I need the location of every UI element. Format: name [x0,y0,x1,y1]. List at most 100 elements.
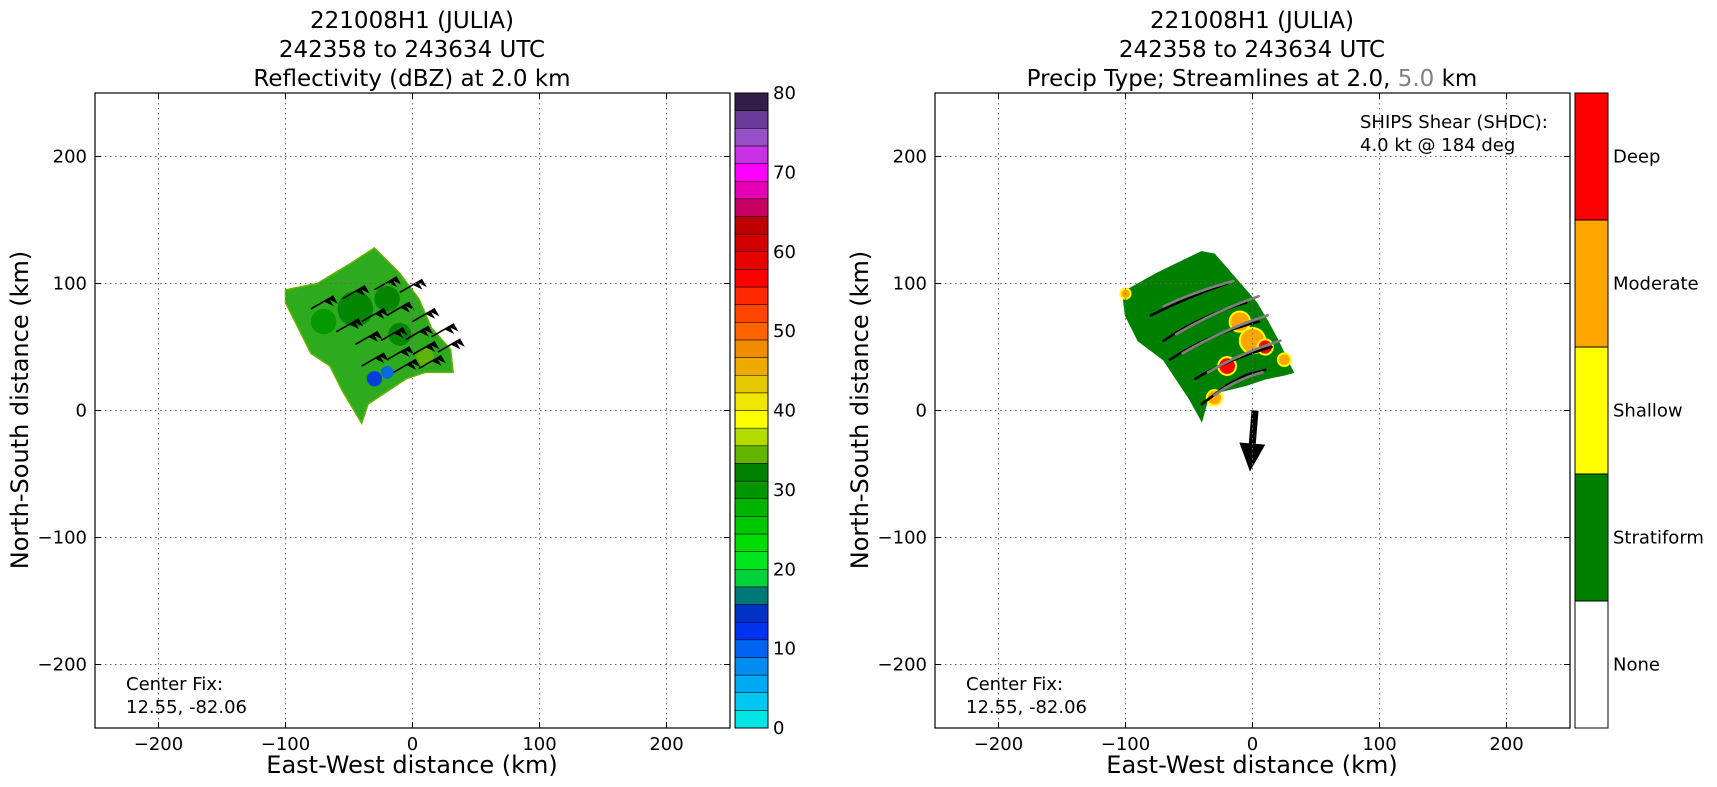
wind-barb [380,326,408,342]
y-tick-label: 0 [76,401,87,422]
colorbar-segment [734,198,769,217]
wind-barb-flag [423,326,434,335]
colorbar-segment [734,128,769,147]
colorbar-segment [1574,219,1609,348]
x-tick-label: −100 [1101,734,1150,755]
precip-grid [935,93,1570,728]
wind-barb [361,307,389,323]
wind-barb [335,318,364,333]
colorbar-category-label: Stratiform [1613,528,1704,549]
reflectivity-cell [374,286,400,312]
wind-barb-flag [387,279,398,288]
wind-barb [354,330,383,346]
wind-barb-flag [353,318,364,327]
colorbar-tick-label: 30 [773,480,796,501]
colorbar-segment [734,339,769,358]
colorbar-tick-label: 20 [773,559,796,580]
wind-barb-flag [419,328,429,337]
wind-barb-flag [417,279,427,288]
y-tick-label: −100 [878,528,927,549]
wind-barb-flag [323,298,334,307]
colorbar-segment [734,357,769,376]
colorbar-segment [734,710,769,729]
colorbar-tick-label: 50 [773,321,796,342]
wind-barb-flag [391,276,402,285]
wind-barb-flag [368,333,379,342]
precip-title-line-2: 242358 to 243634 UTC [1119,37,1385,63]
colorbar-segment [734,392,769,411]
colorbar-category-label: Moderate [1613,274,1699,295]
colorbar-segment [734,621,769,641]
ships-shear-line-1: SHIPS Shear (SHDC): [1360,112,1548,133]
colorbar-segment [734,516,769,535]
streamline-5km [1181,313,1270,355]
colorbar-frame [734,92,769,729]
precip-xlabel: East-West distance (km) [1106,751,1397,779]
colorbar-tick-label: 10 [773,639,796,660]
reflectivity-cell [366,371,383,387]
reflectivity-tick-labels: −200 −100 0 100 200 −200 −100 0 100 200 [38,147,684,756]
wind-barb-flag [359,285,370,294]
reflectivity-plot-frame [94,92,731,729]
colorbar-segment [734,692,769,711]
x-tick-label: 0 [1247,734,1258,755]
colorbar-segment [734,604,769,623]
reflectivity-xlabel: East-West distance (km) [266,751,557,779]
stratiform-region [1122,250,1295,423]
wind-barb-flag [400,304,410,313]
colorbar-segment [734,251,769,270]
precip-tick-labels: −200 −100 0 100 200 −200 −100 0 100 200 [878,147,1524,756]
wind-barb-staff [405,325,430,341]
precip-type-panel: 221008H1 (JULIA) 242358 to 243634 UTC Pr… [846,8,1704,779]
wind-barb-staff [412,340,436,356]
precip-type-colorbar: None Stratiform Shallow Moderate Deep [1574,92,1704,729]
colorbar-segment [734,586,769,605]
x-tick-label: −200 [134,734,183,755]
colorbar-tick-label: 60 [773,242,796,263]
wind-barb [418,354,446,370]
precip-center-fix-line-2: 12.55, -82.06 [966,697,1087,718]
colorbar-segment [734,145,769,164]
colorbar-segment [734,463,769,482]
streamline-5km [1206,339,1282,374]
colorbar-segment [734,657,769,676]
wind-barb-staff [386,346,411,361]
wind-barb-staff [437,338,461,353]
wind-barb-flag [328,295,338,304]
wind-barb [361,352,389,367]
wind-barb-flag [425,344,436,352]
wind-barb-staff [380,326,404,342]
reflectivity-data-layer [284,246,465,425]
wind-barb-staff [342,285,366,300]
colorbar-tick-label: 40 [773,401,796,422]
colorbar-segment [1574,346,1609,475]
x-tick-label: −200 [974,734,1023,755]
colorbar-category-label: Shallow [1613,401,1683,422]
precip-title-line-1: 221008H1 (JULIA) [1150,8,1354,34]
reflectivity-center-fix-line-2: 12.55, -82.06 [126,697,247,718]
colorbar-tick-label: 0 [773,718,784,739]
reflectivity-cell [310,308,337,335]
wind-barb-flag [444,326,455,335]
wind-barb-flag [406,361,417,370]
colorbar-category-label: None [1613,655,1660,676]
wind-barb-flag [393,330,404,338]
precip-title-part-a: Precip Type; Streamlines at 2.0, [1027,66,1398,92]
precip-center-fix-line-1: Center Fix: [966,674,1063,695]
x-tick-label: 100 [1362,734,1396,755]
precip-title-line-3: Precip Type; Streamlines at 2.0, 5.0 km [1027,66,1478,92]
colorbar-segment [734,269,769,288]
colorbar-segment [734,410,769,429]
wind-barb [310,295,338,310]
colorbar-segment [734,374,769,394]
reflectivity-ylabel: North-South distance (km) [6,251,34,570]
wind-barb [342,285,370,300]
wind-barb [393,358,421,374]
wind-barb [412,340,440,356]
colorbar-segment [734,163,769,182]
reflectivity-cell [337,291,374,327]
wind-barb-staff [386,301,411,316]
wind-barb-flag [448,323,459,332]
precip-title-part-b: 5.0 [1398,66,1435,92]
precip-ylabel: North-South distance (km) [846,251,874,570]
